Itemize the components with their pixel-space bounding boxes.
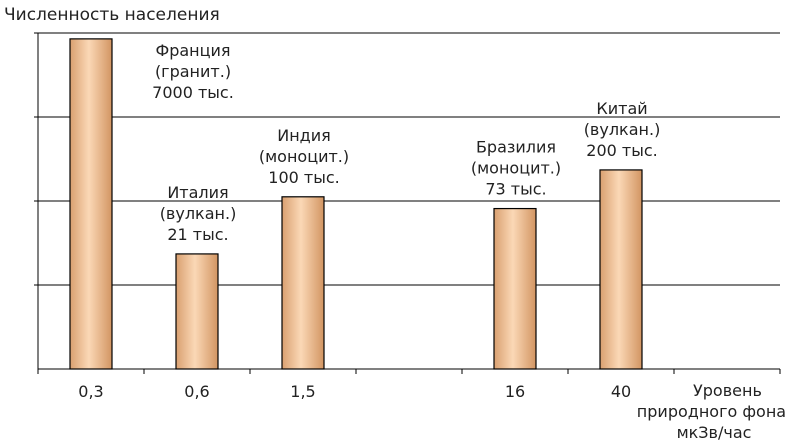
bar-annotation-line: (моноцит.) bbox=[259, 147, 349, 166]
y-axis-label: Численность населения bbox=[4, 5, 220, 25]
bar bbox=[493, 207, 537, 370]
bar-annotation: Китай (вулкан.) 200 тыс. bbox=[584, 99, 661, 160]
bar-annotation: Италия (вулкан.) 21 тыс. bbox=[160, 183, 237, 244]
bar-annotation-line: Франция bbox=[155, 41, 230, 60]
x-axis-label-line-2: природного фона bbox=[637, 402, 786, 421]
x-axis-label: Уровень природного фона мкЗв/час bbox=[637, 381, 791, 442]
gridlines bbox=[38, 32, 780, 286]
x-axis-label-line-3: мкЗв/час bbox=[677, 423, 752, 442]
x-tick-label: 16 bbox=[505, 382, 525, 401]
bar-annotation-line: 21 тыс. bbox=[167, 225, 228, 244]
x-axis-label-line-1: Уровень bbox=[693, 381, 762, 400]
bar-annotation-line: 200 тыс. bbox=[586, 141, 657, 160]
x-tick-label: 0,3 bbox=[78, 382, 103, 401]
bar-annotation-line: (гранит.) bbox=[155, 62, 231, 81]
bar-annotation-line: 100 тыс. bbox=[268, 168, 339, 187]
x-tick-label: 40 bbox=[611, 382, 631, 401]
bar bbox=[69, 38, 113, 370]
bar bbox=[599, 169, 643, 370]
x-tick-label: 1,5 bbox=[290, 382, 315, 401]
bar-annotation: Бразилия (моноцит.) 73 тыс. bbox=[471, 138, 561, 199]
x-tick-labels: 0,3 0,6 1,5 16 40 bbox=[78, 382, 631, 401]
bar-annotation-line: (вулкан.) bbox=[584, 120, 661, 139]
bar-annotation: Индия (моноцит.) 100 тыс. bbox=[259, 126, 349, 187]
bar-annotation-line: Италия bbox=[167, 183, 228, 202]
axes bbox=[34, 32, 781, 374]
bar-annotation-line: (вулкан.) bbox=[160, 204, 237, 223]
bar-annotation-line: 73 тыс. bbox=[485, 180, 546, 199]
bar-annotation-line: Индия bbox=[277, 126, 331, 145]
bars bbox=[69, 38, 643, 370]
bar-annotation-line: Бразилия bbox=[476, 138, 556, 157]
bar-annotations: Франция (гранит.) 7000 тыс. Италия (вулкан.)… bbox=[152, 41, 660, 244]
bar-annotation-line: (моноцит.) bbox=[471, 159, 561, 178]
bar-annotation-line: 7000 тыс. bbox=[152, 83, 234, 102]
bar-annotation: Франция (гранит.) 7000 тыс. bbox=[152, 41, 234, 102]
bar bbox=[175, 253, 219, 370]
bar-annotation-line: Китай bbox=[596, 99, 647, 118]
bar bbox=[281, 196, 325, 370]
x-tick-label: 0,6 bbox=[184, 382, 209, 401]
